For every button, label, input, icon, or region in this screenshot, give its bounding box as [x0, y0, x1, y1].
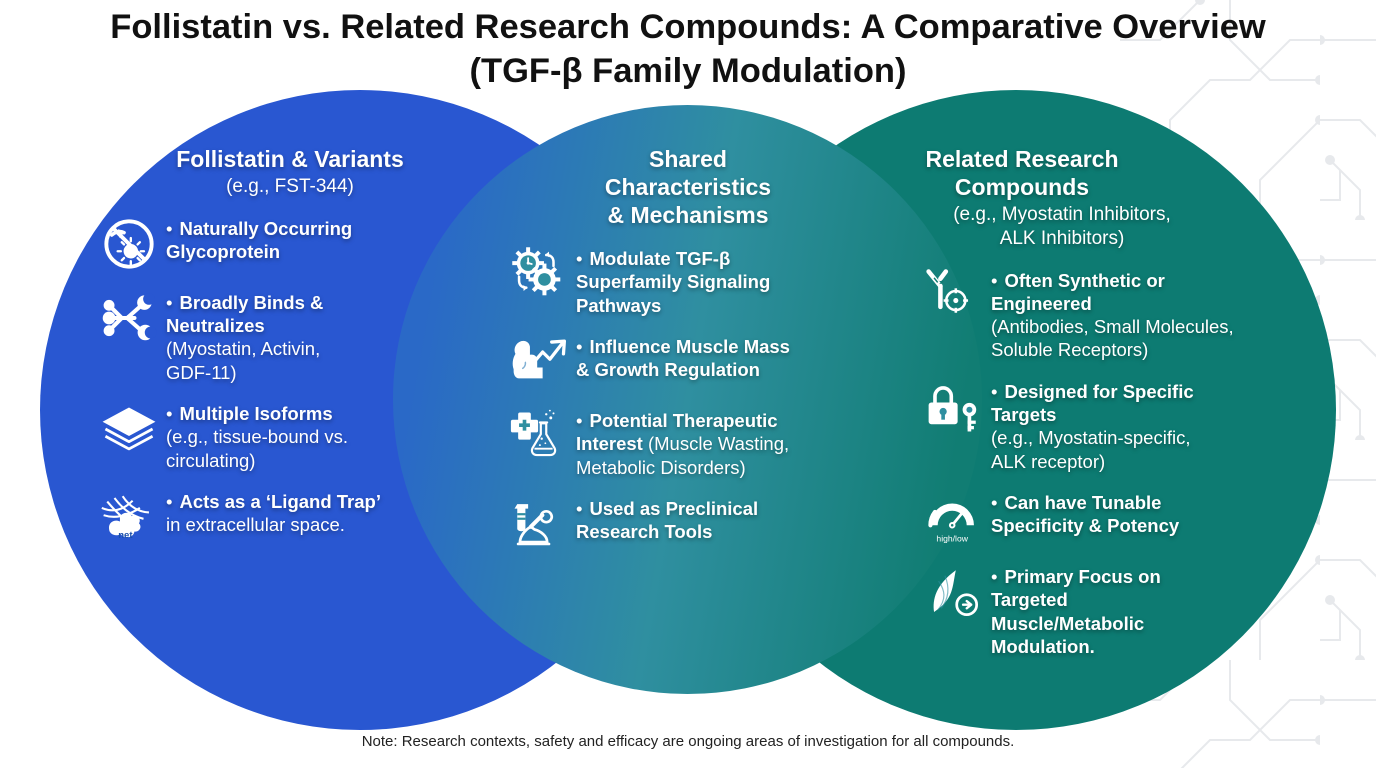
svg-text:net: net	[118, 530, 133, 541]
svg-text:high/low: high/low	[936, 534, 968, 544]
